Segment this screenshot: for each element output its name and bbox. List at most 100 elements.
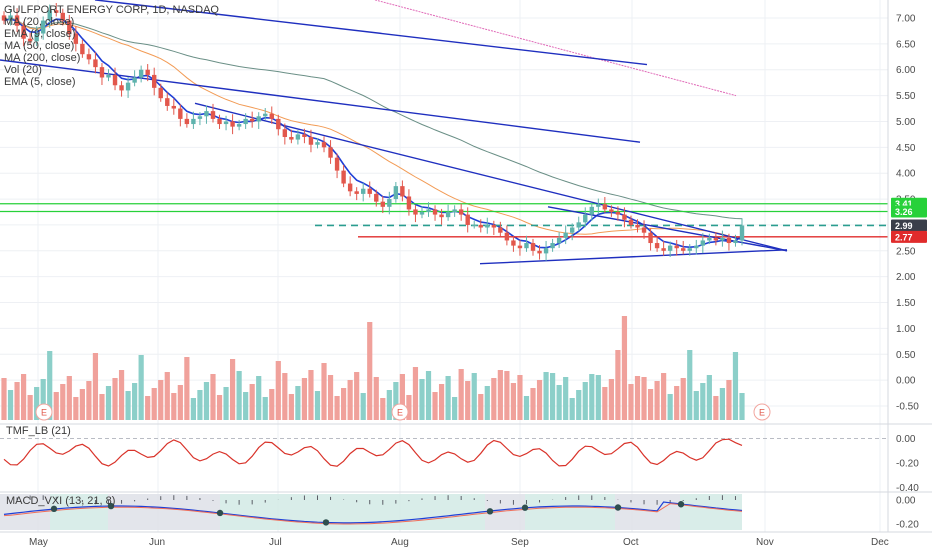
- candle-body: [217, 118, 222, 125]
- candle-body: [361, 188, 366, 194]
- candle-body: [654, 243, 660, 249]
- candle: [230, 114, 235, 135]
- price-levels-layer: [0, 203, 888, 238]
- candle-body: [707, 237, 712, 241]
- macd-title[interactable]: MACD_VXI (13, 21, 8): [6, 495, 115, 507]
- candle-body: [511, 240, 516, 246]
- volume-bar: [713, 396, 719, 420]
- candle-body: [315, 142, 320, 145]
- candle: [687, 244, 692, 256]
- overlay-label-ma200[interactable]: MA (200, close): [4, 52, 80, 64]
- candle: [628, 215, 634, 229]
- volume-bar: [641, 377, 647, 420]
- volume-bar: [674, 386, 680, 420]
- overlay-label-vol20[interactable]: Vol (20): [4, 64, 42, 76]
- candle-body: [204, 111, 209, 117]
- price-tick-label: 5.50: [896, 91, 916, 102]
- tmf-title[interactable]: TMF_LB (21): [6, 425, 71, 437]
- overlay-label-ma20[interactable]: MA (20, close): [4, 16, 74, 28]
- volume-bar: [687, 350, 693, 420]
- volume-bar: [484, 386, 490, 420]
- overlay-label-ema9[interactable]: EMA (9, close): [4, 28, 76, 40]
- volume-bar: [563, 377, 569, 420]
- candle-body: [498, 227, 503, 233]
- candle-body: [34, 33, 39, 42]
- price-tag-2.77: 2.77: [891, 230, 927, 243]
- trendline-ascending-support: [479, 249, 788, 265]
- candle: [361, 183, 366, 202]
- candle: [641, 220, 647, 239]
- month-label-aug: Aug: [391, 537, 409, 548]
- volume-bar: [491, 378, 497, 420]
- candle-body: [615, 212, 621, 215]
- candle: [158, 83, 163, 102]
- candle-body: [681, 248, 686, 251]
- volume-bar: [236, 371, 242, 420]
- volume-bar: [726, 380, 732, 420]
- candle: [145, 64, 150, 82]
- price-tag-box: [891, 230, 927, 243]
- volume-bar: [7, 390, 14, 420]
- candle: [236, 119, 242, 131]
- volume-bar: [203, 382, 210, 420]
- volume-bar: [27, 395, 33, 420]
- candle: [178, 104, 183, 127]
- trendline-upper-long: [94, 0, 648, 66]
- candle: [667, 241, 673, 258]
- candle-body: [158, 87, 163, 99]
- macd-cross-marker: [50, 505, 58, 513]
- symbol-title[interactable]: GULFPORT ENERGY CORP, 1D, NASDAQ: [4, 4, 219, 16]
- volume-bar: [517, 375, 523, 420]
- volume-bar: [667, 394, 673, 420]
- candle: [393, 181, 399, 203]
- earnings-label: E: [41, 408, 47, 418]
- candle-body: [452, 209, 457, 212]
- volume-bar: [256, 376, 262, 420]
- volume-bar: [452, 397, 458, 420]
- candle-body: [40, 20, 46, 34]
- month-label-oct: Oct: [623, 537, 639, 548]
- candle: [432, 205, 438, 221]
- candle: [733, 234, 738, 247]
- candle: [80, 39, 85, 58]
- candle-body: [556, 237, 562, 244]
- volume-bar: [66, 376, 72, 420]
- panel-background-layer: [0, 494, 742, 530]
- candle-body: [576, 222, 581, 228]
- candle-body: [491, 224, 497, 228]
- candle: [654, 237, 660, 252]
- candle-body: [210, 111, 216, 119]
- volume-bar: [595, 375, 601, 420]
- candle-body: [67, 20, 72, 34]
- candle: [491, 220, 497, 236]
- candle: [8, 9, 13, 26]
- volume-bar: [190, 398, 196, 420]
- candle: [400, 180, 405, 202]
- overlay-label-ema5[interactable]: EMA (5, close): [4, 76, 76, 88]
- candle-body: [138, 69, 144, 78]
- volume-bar: [634, 376, 641, 420]
- month-label-jun: Jun: [149, 537, 165, 548]
- candle-body: [517, 245, 523, 249]
- candle: [615, 206, 621, 221]
- candle-body: [223, 121, 229, 125]
- candle-body: [256, 116, 261, 122]
- candle: [295, 130, 301, 145]
- price-tag-label: 2.99: [895, 221, 913, 231]
- candle-body: [583, 214, 588, 223]
- ma50-line: [3, 17, 743, 220]
- volume-bar: [628, 384, 634, 420]
- tmf-tick-label: -0.20: [896, 459, 919, 470]
- volume-bar: [308, 370, 314, 420]
- macd-tick-label: -0.20: [896, 520, 919, 531]
- volume-bar: [380, 398, 386, 420]
- volume-bar: [158, 380, 164, 420]
- volume-bar: [223, 387, 229, 420]
- overlay-label-ma50[interactable]: MA (50, close): [4, 40, 74, 52]
- volume-bar: [118, 370, 125, 420]
- volume-bar: [550, 373, 556, 420]
- month-label-sep: Sep: [511, 537, 529, 548]
- candle: [21, 21, 26, 47]
- candle: [204, 105, 209, 124]
